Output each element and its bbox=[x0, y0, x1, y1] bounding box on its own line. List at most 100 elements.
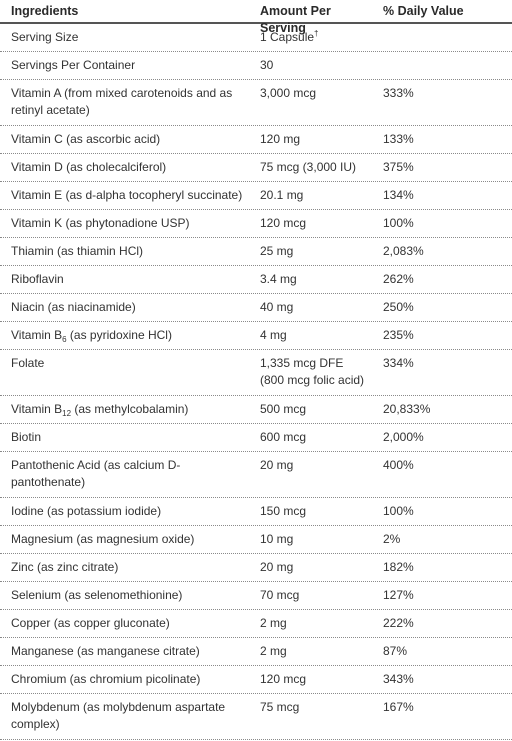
amount-value: 30 bbox=[260, 58, 274, 72]
table-row: Vitamin B12 (as methylcobalamin) 500 mcg… bbox=[0, 396, 512, 424]
ingredient-name: Niacin (as niacinamide) bbox=[11, 300, 136, 314]
ingredient-name: Thiamin (as thiamin HCl) bbox=[11, 244, 144, 258]
daily-value: 375% bbox=[383, 160, 414, 174]
table-row: Servings Per Container 30 bbox=[0, 52, 512, 80]
table-row: Biotin 600 mcg 2,000% bbox=[0, 424, 512, 452]
ingredient-name: Servings Per Container bbox=[11, 58, 136, 72]
daily-value: 182% bbox=[383, 560, 414, 574]
table-row: Selenium (as selenomethionine) 70 mcg 12… bbox=[0, 582, 512, 610]
daily-value-header: % Daily Value bbox=[383, 4, 464, 18]
table-row: Folate 1,335 mcg DFE (800 mcg folic acid… bbox=[0, 350, 512, 396]
table-row: Vitamin C (as ascorbic acid) 120 mg 133% bbox=[0, 126, 512, 154]
daily-value bbox=[370, 29, 512, 51]
amount-cell: 1 Capsule† bbox=[249, 29, 370, 51]
amount-value: 2 mg bbox=[260, 644, 287, 658]
amount-value: 120 mcg bbox=[260, 216, 307, 230]
name-part: Vitamin B bbox=[11, 328, 63, 342]
daily-value: 400% bbox=[383, 458, 414, 472]
daily-value: 20,833% bbox=[383, 402, 431, 416]
table-row: Niacin (as niacinamide) 40 mg 250% bbox=[0, 294, 512, 322]
name-part: (as methylcobalamin) bbox=[71, 402, 189, 416]
daily-value: 222% bbox=[383, 616, 414, 630]
name-part: (as pyridoxine HCl) bbox=[66, 328, 172, 342]
amount-value: 75 mcg (3,000 IU) bbox=[260, 160, 357, 174]
ingredients-header: Ingredients bbox=[11, 4, 79, 18]
amount-value: 120 mcg bbox=[260, 672, 307, 686]
table-row: Serving Size 1 Capsule† bbox=[0, 24, 512, 52]
table-row: Zinc (as zinc citrate) 20 mg 182% bbox=[0, 554, 512, 582]
daily-value: 2% bbox=[383, 532, 401, 546]
daily-value: 100% bbox=[383, 504, 414, 518]
daily-value: 250% bbox=[383, 300, 414, 314]
amount-value: 600 mcg bbox=[260, 430, 307, 444]
ingredient-name: Folate bbox=[11, 356, 45, 370]
table-row: Thiamin (as thiamin HCl) 25 mg 2,083% bbox=[0, 238, 512, 266]
table-row: Vitamin K (as phytonadione USP) 120 mcg … bbox=[0, 210, 512, 238]
ingredient-name: Vitamin K (as phytonadione USP) bbox=[11, 216, 190, 230]
amount-value: 3.4 mg bbox=[260, 272, 297, 286]
ingredient-name: Vitamin E (as d-alpha tocopheryl succina… bbox=[11, 188, 243, 202]
daily-value: 334% bbox=[383, 356, 414, 370]
amount-header: Amount Per Serving bbox=[260, 4, 331, 35]
ingredient-name: Molybdenum (as molybdenum aspartate comp… bbox=[11, 700, 226, 731]
daily-value: 133% bbox=[383, 132, 414, 146]
amount-value: 40 mg bbox=[260, 300, 294, 314]
daily-value: 343% bbox=[383, 672, 414, 686]
table-row: Manganese (as manganese citrate) 2 mg 87… bbox=[0, 638, 512, 666]
table-row: Iodine (as potassium iodide) 150 mcg 100… bbox=[0, 498, 512, 526]
amount-value: 20 mg bbox=[260, 458, 294, 472]
daily-value: 262% bbox=[383, 272, 414, 286]
daily-value: 87% bbox=[383, 644, 408, 658]
ingredient-name: Selenium (as selenomethionine) bbox=[11, 588, 183, 602]
table-row: Vitamin B6 (as pyridoxine HCl) 4 mg 235% bbox=[0, 322, 512, 350]
name-part: Vitamin B bbox=[11, 402, 63, 416]
amount-value: 150 mcg bbox=[260, 504, 307, 518]
dagger-mark: † bbox=[314, 29, 319, 38]
table-row: Copper (as copper gluconate) 2 mg 222% bbox=[0, 610, 512, 638]
table-row: Vitamin A (from mixed carotenoids and as… bbox=[0, 80, 512, 126]
subscript: 12 bbox=[62, 409, 72, 418]
ingredient-name: Chromium (as chromium picolinate) bbox=[11, 672, 201, 686]
amount-value: 70 mcg bbox=[260, 588, 300, 602]
ingredient-name: Vitamin B6 (as pyridoxine HCl) bbox=[0, 327, 249, 349]
daily-value: 127% bbox=[383, 588, 414, 602]
amount-value: 1 Capsule bbox=[260, 30, 315, 44]
ingredient-name: Vitamin B12 (as methylcobalamin) bbox=[0, 401, 249, 423]
ingredient-name: Vitamin C (as ascorbic acid) bbox=[11, 132, 161, 146]
ingredient-name: Copper (as copper gluconate) bbox=[11, 616, 170, 630]
amount-value: 20.1 mg bbox=[260, 188, 304, 202]
ingredient-name: Pantothenic Acid (as calcium D-pantothen… bbox=[11, 458, 181, 489]
amount-value: 500 mcg bbox=[260, 402, 307, 416]
table-header: Ingredients Amount Per Serving % Daily V… bbox=[0, 0, 512, 35]
daily-value: 2,083% bbox=[383, 244, 424, 258]
ingredient-name: Iodine (as potassium iodide) bbox=[11, 504, 162, 518]
daily-value: 167% bbox=[383, 700, 414, 714]
daily-value: 134% bbox=[383, 188, 414, 202]
table-row: Riboflavin 3.4 mg 262% bbox=[0, 266, 512, 294]
ingredient-name: Manganese (as manganese citrate) bbox=[11, 644, 200, 658]
table-row: Vitamin D (as cholecalciferol) 75 mcg (3… bbox=[0, 154, 512, 182]
table-row: Vitamin E (as d-alpha tocopheryl succina… bbox=[0, 182, 512, 210]
ingredient-name: Vitamin A (from mixed carotenoids and as… bbox=[11, 86, 233, 117]
amount-value: 20 mg bbox=[260, 560, 294, 574]
ingredient-name: Vitamin D (as cholecalciferol) bbox=[11, 160, 167, 174]
daily-value: 100% bbox=[383, 216, 414, 230]
table-row: Molybdenum (as molybdenum aspartate comp… bbox=[0, 694, 512, 740]
table-row: Magnesium (as magnesium oxide) 10 mg 2% bbox=[0, 526, 512, 554]
amount-value: 120 mg bbox=[260, 132, 301, 146]
table-row: Pantothenic Acid (as calcium D-pantothen… bbox=[0, 452, 512, 498]
ingredient-name: Riboflavin bbox=[11, 272, 64, 286]
amount-value: 25 mg bbox=[260, 244, 294, 258]
daily-value: 235% bbox=[383, 328, 414, 342]
table-row: Chromium (as chromium picolinate) 120 mc… bbox=[0, 666, 512, 694]
amount-value: 1,335 mcg DFE (800 mcg folic acid) bbox=[260, 356, 365, 387]
ingredient-name: Serving Size bbox=[11, 30, 79, 44]
subscript: 6 bbox=[62, 335, 67, 344]
daily-value: 333% bbox=[383, 86, 414, 100]
daily-value: 2,000% bbox=[383, 430, 424, 444]
amount-value: 75 mcg bbox=[260, 700, 300, 714]
amount-value: 4 mg bbox=[260, 328, 287, 342]
daily-value bbox=[370, 57, 512, 79]
amount-value: 2 mg bbox=[260, 616, 287, 630]
